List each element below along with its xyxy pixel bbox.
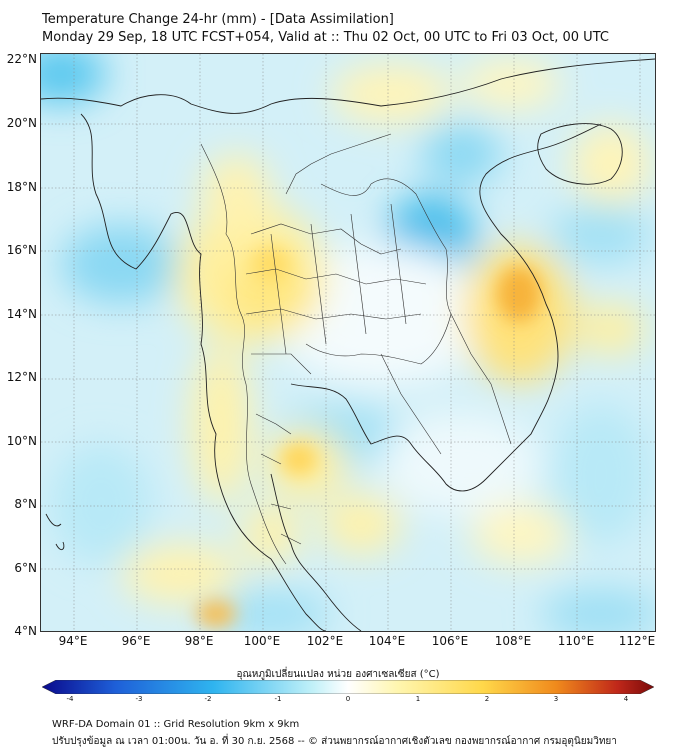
colorbar <box>42 680 654 694</box>
lon-label-106: 106°E <box>431 634 469 648</box>
colorbar-fill <box>42 680 654 694</box>
lat-label-6: 6°N <box>14 561 37 575</box>
colorbar-title: อุณหภูมิเปลี่ยนแปลง หน่วย องศาเซลเซียส (… <box>236 669 440 680</box>
colorbar-tick: -4 <box>66 695 74 703</box>
colorbar-tick: -2 <box>204 695 212 703</box>
lon-label-102: 102°E <box>306 634 344 648</box>
lat-label-4: 4°N <box>14 624 37 638</box>
lon-label-94: 94°E <box>58 634 88 648</box>
lat-label-22: 22°N <box>6 52 37 66</box>
boundaries <box>200 133 512 565</box>
lon-label-96: 96°E <box>121 634 151 648</box>
lon-label-112: 112°E <box>618 634 656 648</box>
lat-label-12: 12°N <box>6 370 37 384</box>
field-hotspots <box>196 246 541 628</box>
footer-update-info: ปรับปรุงข้อมูล ณ เวลา 01:00น. วัน อ. ที่… <box>52 736 617 747</box>
lat-label-8: 8°N <box>14 497 37 511</box>
map-field <box>41 54 655 631</box>
footer-model-info: WRF-DA Domain 01 :: Grid Resolution 9km … <box>52 719 300 730</box>
lon-label-98: 98°E <box>184 634 214 648</box>
colorbar-tick: 0 <box>345 695 351 703</box>
colorbar-tick: 1 <box>415 695 421 703</box>
map-title: Temperature Change 24-hr (mm) - [Data As… <box>42 12 394 27</box>
lat-label-16: 16°N <box>6 243 37 257</box>
lon-label-108: 108°E <box>494 634 532 648</box>
lat-label-18: 18°N <box>6 180 37 194</box>
colorbar-tick: -1 <box>274 695 282 703</box>
map-subtitle: Monday 29 Sep, 18 UTC FCST+054, Valid at… <box>42 30 609 45</box>
lat-label-10: 10°N <box>6 434 37 448</box>
lon-label-100: 100°E <box>243 634 281 648</box>
lat-label-20: 20°N <box>6 116 37 130</box>
colorbar-tick: -3 <box>135 695 143 703</box>
lon-label-104: 104°E <box>368 634 406 648</box>
temperature-change-map <box>40 53 656 632</box>
lat-label-14: 14°N <box>6 307 37 321</box>
coastlines <box>41 58 655 631</box>
lon-label-110: 110°E <box>557 634 595 648</box>
colorbar-tick: 2 <box>484 695 490 703</box>
colorbar-tick: 3 <box>553 695 559 703</box>
colorbar-tick: 4 <box>623 695 629 703</box>
